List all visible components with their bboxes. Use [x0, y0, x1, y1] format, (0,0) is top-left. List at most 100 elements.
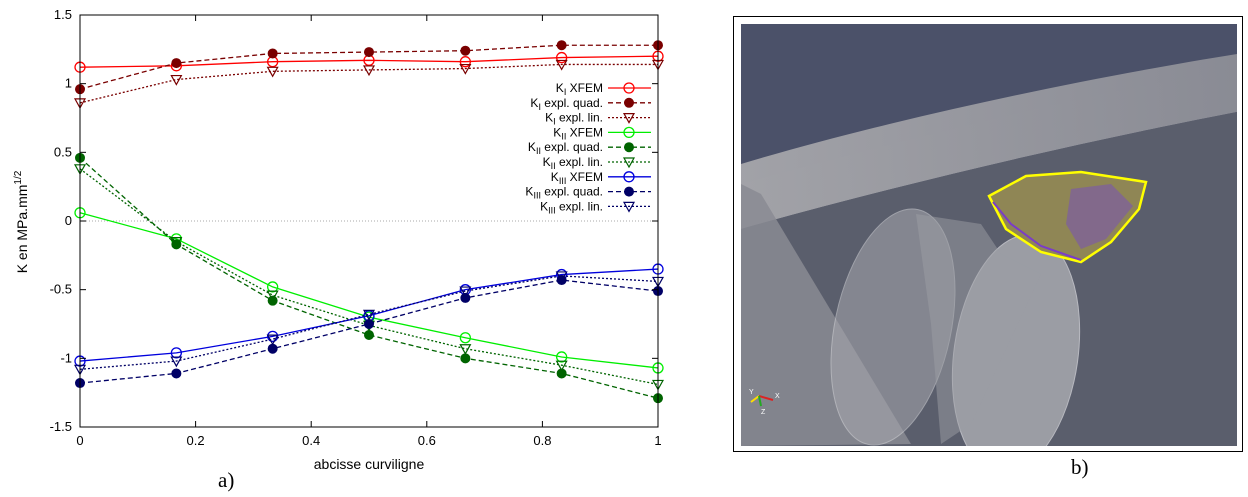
panel-label-b: b) [1071, 455, 1089, 479]
y-tick-label: 1.5 [54, 7, 72, 22]
data-point [267, 343, 278, 354]
data-point [171, 58, 182, 69]
legend-marker [623, 126, 635, 139]
data-point [266, 66, 279, 78]
y-axis-label-exponent: 1/2 [13, 170, 24, 184]
data-point [459, 286, 472, 298]
crack-front-purple [992, 201, 1082, 261]
y-axis-label-group: K en MPa.mm1/2 [13, 170, 30, 273]
data-point [170, 74, 183, 86]
x-tick-label: 0.2 [187, 433, 205, 448]
x-tick-label: 0.8 [533, 433, 551, 448]
legend-label: KI expl. lin. [545, 111, 603, 127]
data-point [555, 360, 568, 372]
legend-entry-0: KI XFEM [556, 81, 651, 97]
legend-entry-6: KIII XFEM [551, 170, 651, 186]
series-1 [75, 40, 663, 95]
axis-widget-label-z: Z [761, 409, 766, 416]
panel-label-a: a) [218, 468, 235, 492]
chart-panel-a: 0 0.2 0.4 0.6 0.8 1 1.5 1 0.5 0 -0.5 -1 -1.5 KI XFEM… [13, 7, 665, 472]
y-tick-label: -0.5 [50, 282, 72, 297]
legend-entry-5: KII expl. lin. [543, 155, 651, 171]
data-point [364, 319, 374, 329]
data-point [460, 292, 471, 303]
legend-entry-8: KIII expl. lin. [540, 199, 651, 215]
y-tick-label: 1 [65, 76, 72, 91]
data-point [266, 330, 279, 343]
curved-band [741, 54, 1237, 229]
3d-render-image: Y Z X [741, 24, 1237, 446]
legend-marker [623, 171, 635, 183]
x-tick-label: 0 [76, 433, 83, 448]
legend-entry-3: KII XFEM [553, 125, 651, 141]
legend-label: KII expl. lin. [543, 155, 603, 171]
x-axis-label: abcisse curviligne [314, 456, 425, 472]
data-point [459, 332, 472, 344]
axis-widget-label-x: X [775, 393, 780, 400]
chart-series [73, 40, 665, 404]
pipe-neck [916, 214, 1041, 444]
data-point [170, 356, 183, 368]
legend-marker [623, 82, 635, 94]
data-point [362, 65, 376, 77]
y-tick-label: -1 [60, 350, 72, 365]
data-point [556, 368, 567, 379]
y-axis-label: K en MPa.mm [14, 185, 30, 274]
data-point [266, 290, 279, 302]
legend-label: KIII XFEM [551, 170, 603, 186]
data-point [171, 368, 182, 379]
axis-widget-label-y: Y [749, 389, 754, 396]
y-tick-label: 0.5 [54, 144, 72, 159]
data-point [555, 271, 568, 283]
data-point [555, 351, 568, 363]
data-point [266, 281, 279, 293]
series-line [79, 212, 659, 369]
data-point [170, 347, 183, 359]
data-point [364, 329, 374, 340]
svg-text:K en MPa.mm1/2: K en MPa.mm1/2 [13, 170, 30, 273]
legend-label: KII expl. quad. [528, 140, 603, 156]
legend-marker [622, 157, 636, 169]
legend-marker [622, 112, 636, 124]
data-point [459, 344, 472, 355]
legend-marker [624, 186, 634, 197]
data-point [459, 56, 472, 68]
legend-entry-2: KI expl. lin. [545, 111, 651, 127]
legend-label: KI expl. quad. [530, 96, 603, 112]
series-line [79, 268, 659, 362]
series-3 [74, 207, 664, 374]
data-point [555, 59, 568, 71]
x-tick-label: 0.6 [418, 433, 436, 448]
data-point [460, 45, 471, 56]
3d-render-panel: Y Z X [733, 16, 1243, 452]
data-point [266, 334, 279, 346]
data-point [555, 51, 568, 64]
x-tick-label: 1 [654, 433, 661, 448]
data-point [556, 40, 567, 51]
data-point [267, 48, 278, 59]
y-tick-label: -1.5 [50, 419, 72, 434]
data-point [362, 309, 376, 321]
legend-marker [624, 97, 634, 108]
series-line [79, 63, 658, 104]
x-tick-label: 0.4 [302, 433, 320, 448]
data-point [459, 63, 472, 75]
series-4 [75, 152, 663, 404]
legend-label: KI XFEM [556, 81, 603, 97]
legend-marker [622, 201, 636, 213]
legend-label: KIII expl. quad. [525, 185, 603, 201]
legend-entry-4: KII expl. quad. [528, 140, 651, 156]
series-line [79, 275, 659, 370]
axes-widget: Y Z X [749, 389, 780, 416]
legend-marker [624, 142, 634, 153]
legend-label: KII XFEM [553, 125, 603, 141]
series-line [79, 168, 659, 386]
data-point [460, 353, 471, 364]
y-tick-label: 0 [65, 213, 72, 228]
data-point [364, 47, 374, 58]
chart-axes: 0 0.2 0.4 0.6 0.8 1 1.5 1 0.5 0 -0.5 -1 -1.5 [50, 7, 662, 448]
data-point [170, 237, 183, 248]
series-6 [74, 263, 664, 367]
legend-label: KIII expl. lin. [540, 199, 603, 215]
